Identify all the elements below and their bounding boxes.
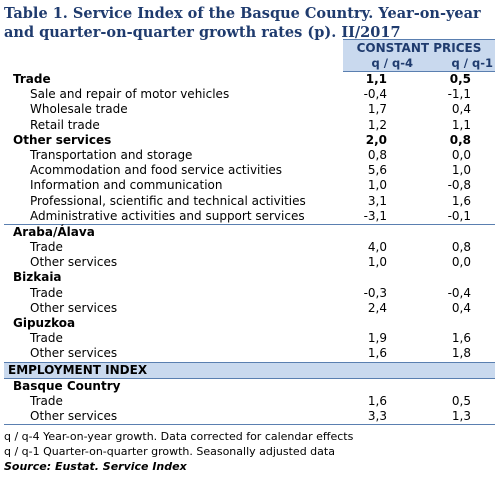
row-value-year-on-year: 4,0 [367,240,387,255]
row-value-quarter-on-quarter: 1,3 [451,409,471,424]
row-label: Trade [30,393,63,408]
table-row: Trade 1,6 0,5 [4,394,495,409]
row-value-quarter-on-quarter: 0,8 [449,132,471,147]
row-value-year-on-year: 1,1 [365,72,387,86]
table-row: Professional, scientific and technical a… [4,194,495,209]
note-year-on-year: q / q-4 Year-on-year growth. Data correc… [4,430,354,443]
row-value-quarter-on-quarter: 1,8 [451,346,471,361]
row-value-year-on-year: 3,1 [367,193,387,208]
row-value-quarter-on-quarter: 0,8 [451,240,471,255]
row-label: Other services [30,300,118,315]
table-row: Trade 1,1 0,5 [4,72,495,87]
row-label: Administrative activities and support se… [30,208,305,223]
row-value-year-on-year: 1,7 [367,102,387,117]
header-col-year-on-year: q / q-4 [371,56,413,70]
row-value-quarter-on-quarter: 0,0 [451,255,471,270]
table-row: Bizkaia [4,270,495,285]
row-value-quarter-on-quarter: 1,1 [451,117,471,132]
note-quarter-on-quarter: q / q-1 Quarter-on-quarter growth. Seaso… [4,445,335,458]
table-row: Retail trade 1,2 1,1 [4,118,495,133]
row-value-year-on-year: 1,6 [367,393,387,408]
row-label: Other services [30,346,118,361]
table-row: Acommodation and food service activities… [4,163,495,178]
table-row: Other services 3,3 1,3 [4,409,495,426]
table-row: Administrative activities and support se… [4,209,495,224]
row-value-year-on-year: 1,9 [367,331,387,346]
row-label: Other services [30,255,118,270]
row-label: Araba/Álava [13,224,95,239]
row-value-quarter-on-quarter: 0,4 [451,300,471,315]
row-value-year-on-year: 1,0 [367,178,387,193]
table-row: Sale and repair of motor vehicles -0,4 -1,… [4,87,495,102]
header-columns: q / q-4 q / q-1 [343,56,495,72]
row-label: Gipuzkoa [13,316,76,330]
table-row: Gipuzkoa [4,316,495,331]
table-row: Other services 2,0 0,8 [4,133,495,148]
row-value-year-on-year: 1,2 [367,117,387,132]
table-row: EMPLOYMENT INDEX [4,361,495,379]
table-row: Information and communication 1,0 -0,8 [4,178,495,193]
row-value-quarter-on-quarter: 0,4 [451,102,471,117]
row-value-quarter-on-quarter: 0,5 [449,72,471,86]
row-label: Trade [30,331,63,346]
table-row: Other services 2,4 0,4 [4,301,495,316]
row-value-year-on-year: 1,6 [367,346,387,361]
table-row: Other services 1,6 1,8 [4,346,495,361]
row-label: Wholesale trade [30,102,128,117]
table-row: Basque Country [4,379,495,394]
row-value-year-on-year: -3,1 [363,208,387,223]
row-value-year-on-year: 1,0 [367,255,387,270]
source-note: Source: Eustat. Service Index [4,460,187,473]
row-label: Sale and repair of motor vehicles [30,87,230,102]
row-value-year-on-year: -0,4 [363,87,387,102]
row-value-year-on-year: 2,0 [365,132,387,147]
row-value-quarter-on-quarter: 0,0 [451,147,471,162]
row-label: EMPLOYMENT INDEX [8,362,148,377]
table-notes: q / q-4 Year-on-year growth. Data correc… [4,429,494,474]
row-label: Trade [30,240,63,255]
table-row: Trade 4,0 0,8 [4,240,495,255]
row-label: Professional, scientific and technical a… [30,193,306,208]
header-constant-prices: CONSTANT PRICES [343,39,495,57]
row-value-quarter-on-quarter: 1,0 [451,163,471,178]
table-row: Transportation and storage 0,8 0,0 [4,148,495,163]
row-value-quarter-on-quarter: 1,6 [451,331,471,346]
row-label: Acommodation and food service activities [30,163,283,178]
table-row: Araba/Álava [4,223,495,240]
header-col-quarter-on-quarter: q / q-1 [451,56,493,70]
row-label: Retail trade [30,117,100,132]
row-value-year-on-year: 5,6 [367,163,387,178]
row-value-quarter-on-quarter: 1,6 [451,193,471,208]
row-label: Trade [30,285,63,300]
row-label: Basque Country [13,378,121,393]
row-label: Bizkaia [13,270,62,285]
table-row: Trade 1,9 1,6 [4,331,495,346]
row-label: Information and communication [30,178,223,193]
row-label: Other services [30,409,118,424]
row-label: Other services [13,132,112,147]
row-value-year-on-year: 2,4 [367,300,387,315]
row-value-quarter-on-quarter: -1,1 [447,87,471,102]
row-value-quarter-on-quarter: -0,1 [447,208,471,223]
row-value-year-on-year: -0,3 [363,285,387,300]
row-value-year-on-year: 0,8 [367,147,387,162]
table-row: Wholesale trade 1,7 0,4 [4,102,495,117]
row-value-quarter-on-quarter: -0,4 [447,285,471,300]
table-row: Trade -0,3 -0,4 [4,286,495,301]
row-label: Trade [13,72,51,86]
table-title: Table 1. Service Index of the Basque Cou… [4,5,481,41]
table-row: Other services 1,0 0,0 [4,255,495,270]
row-value-year-on-year: 3,3 [367,409,387,424]
row-value-quarter-on-quarter: -0,8 [447,178,471,193]
table-body: Trade 1,1 0,5 Sale and repair of motor vehi… [4,72,495,426]
row-value-quarter-on-quarter: 0,5 [451,393,471,408]
row-label: Transportation and storage [30,147,193,162]
